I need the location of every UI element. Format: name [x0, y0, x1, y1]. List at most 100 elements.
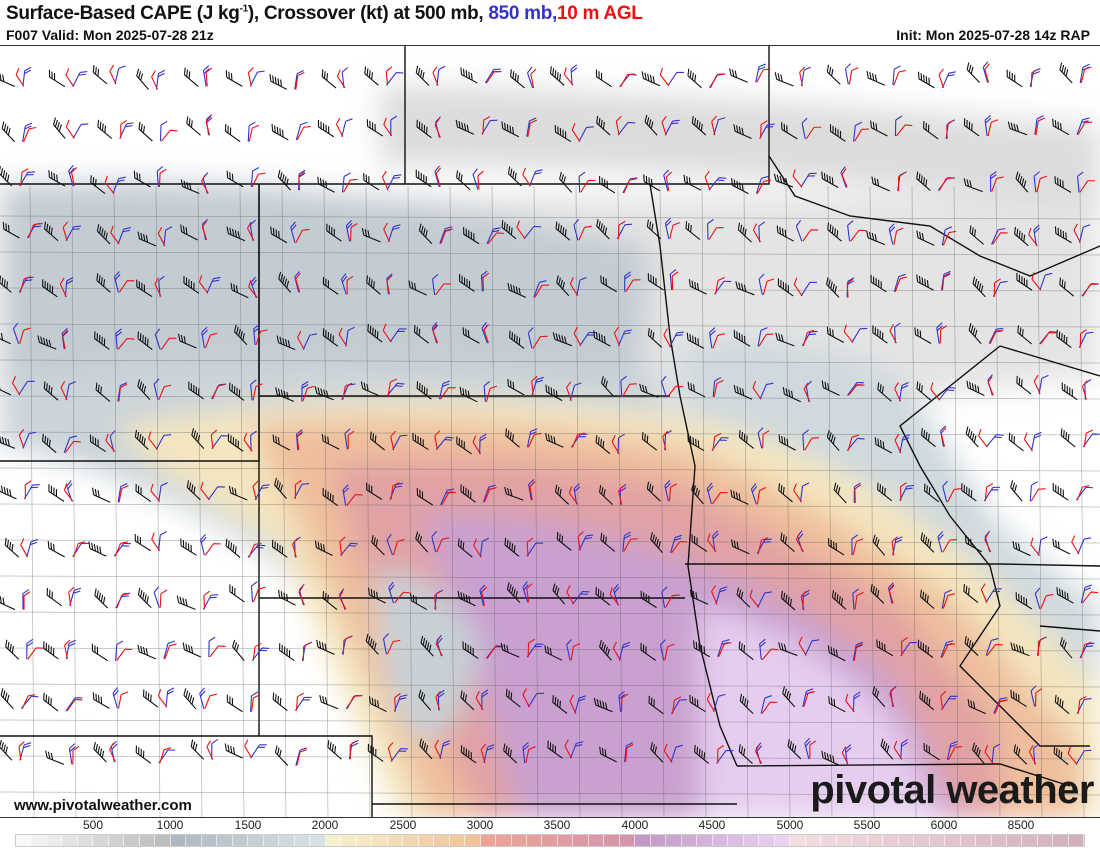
weather-map[interactable]: [0, 45, 1100, 818]
wind-barb: [848, 383, 865, 396]
wind-barb: [984, 63, 990, 83]
wind-barb: [361, 227, 381, 243]
wind-barb: [277, 169, 292, 191]
colorbar-label: 1000: [156, 818, 184, 832]
wind-barb: [43, 221, 59, 242]
wind-barb: [364, 66, 379, 86]
wind-barb: [198, 275, 209, 294]
colorbar-cell: [387, 835, 404, 846]
wind-barb: [599, 746, 617, 763]
wind-barb: [971, 742, 985, 764]
wind-barb: [349, 740, 357, 760]
wind-barb: [622, 383, 637, 397]
title-10m: 10 m AGL: [557, 3, 643, 24]
colorbar-label: 4500: [698, 818, 726, 832]
wind-barb: [969, 225, 984, 245]
wind-barb: [117, 337, 135, 350]
wind-barb: [250, 379, 257, 401]
wind-barb: [319, 694, 339, 710]
wind-barb: [117, 483, 128, 503]
wind-barb: [564, 739, 573, 759]
colorbar-cell: [403, 835, 419, 846]
wind-barb: [298, 171, 306, 191]
wind-barb: [272, 692, 288, 712]
wind-barb: [250, 430, 257, 452]
wind-barb: [208, 636, 216, 658]
wind-barb: [1010, 689, 1027, 708]
wind-barb: [941, 643, 956, 658]
wind-barb: [851, 534, 859, 555]
wind-barb: [793, 483, 802, 503]
wind-barb: [941, 272, 951, 291]
wind-barb: [554, 124, 572, 143]
wind-barb: [278, 271, 292, 293]
wind-barb: [160, 337, 177, 350]
wind-barb: [761, 701, 778, 714]
wind-barb: [416, 488, 433, 506]
wind-barb: [247, 67, 254, 87]
wind-barb: [665, 594, 680, 608]
wind-barb: [1030, 488, 1046, 502]
wind-barb: [802, 229, 819, 242]
wind-barb: [737, 222, 752, 243]
wind-barb: [577, 531, 584, 551]
wind-barb: [89, 434, 107, 453]
wind-barb: [613, 326, 620, 347]
wind-barb: [889, 687, 895, 707]
wind-barb: [432, 66, 439, 86]
wind-barb: [1061, 382, 1078, 401]
wind-barb: [706, 482, 714, 505]
wind-barb: [831, 590, 847, 610]
wind-barb: [137, 379, 151, 401]
wind-barb: [1040, 593, 1054, 610]
wind-barb: [48, 69, 66, 88]
wind-barb: [142, 689, 159, 708]
wind-barb: [72, 745, 80, 765]
wind-barb: [756, 179, 772, 194]
wind-barb: [733, 329, 751, 347]
wind-barb: [659, 639, 666, 661]
wind-barb: [573, 219, 580, 241]
wind-barb: [96, 224, 111, 245]
wind-barb: [226, 694, 243, 713]
wind-barb: [669, 222, 681, 239]
wind-barb: [782, 387, 802, 403]
wind-barb: [735, 281, 755, 296]
wind-barb: [804, 639, 820, 656]
wind-barb: [505, 688, 521, 708]
wind-barb: [580, 179, 596, 193]
wind-barb: [180, 538, 197, 556]
wind-barb: [522, 742, 530, 764]
wind-barb: [485, 385, 498, 402]
wind-barb: [133, 170, 151, 188]
wind-barb: [738, 744, 753, 765]
colorbar-cell: [155, 835, 171, 846]
wind-barb: [435, 167, 442, 187]
wind-barb: [0, 329, 11, 345]
colorbar-cell: [480, 835, 497, 846]
wind-barb: [434, 118, 441, 138]
wind-barb: [946, 120, 954, 139]
wind-barb: [984, 483, 994, 501]
wind-barb: [62, 221, 69, 241]
wind-barb: [1023, 432, 1033, 452]
wind-barb: [852, 588, 859, 610]
wind-barb: [92, 692, 110, 709]
wind-barb: [1083, 429, 1094, 448]
wind-barb: [688, 279, 707, 295]
wind-barb: [526, 583, 533, 603]
colorbar-cell: [697, 835, 713, 846]
wind-barb: [200, 533, 207, 556]
wind-barb: [941, 695, 958, 711]
wind-barb: [65, 225, 82, 242]
wind-barb: [135, 745, 152, 764]
wind-barb: [778, 434, 796, 451]
wind-barb: [693, 640, 710, 658]
colorbar-cell: [31, 835, 47, 846]
wind-barb: [894, 382, 901, 402]
wind-barb: [776, 225, 795, 242]
wind-barb: [894, 115, 903, 136]
wind-barb: [522, 167, 531, 187]
wind-barb: [985, 588, 1002, 603]
wind-barb: [1078, 224, 1091, 243]
